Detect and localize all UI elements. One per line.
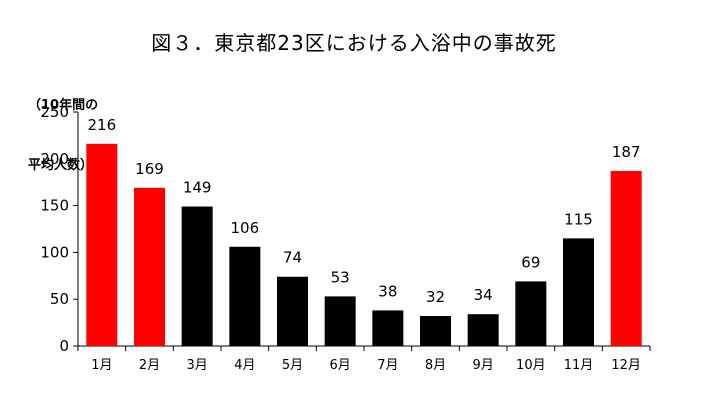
bar <box>181 206 213 346</box>
y-tick-label: 250 <box>40 103 69 121</box>
y-axis-label-line-1: （10年間の <box>28 98 99 113</box>
bar <box>515 281 547 346</box>
data-label: 187 <box>612 143 641 161</box>
x-tick-label: 5月 <box>282 358 303 373</box>
bar <box>610 170 642 346</box>
chart-title: 図３．東京都23区における入浴中の事故死 <box>151 31 557 55</box>
bar <box>372 310 404 346</box>
data-label: 216 <box>88 116 117 134</box>
x-tick-label: 2月 <box>139 358 160 373</box>
x-tick-label: 12月 <box>611 358 641 373</box>
y-tick-label: 0 <box>59 337 69 355</box>
bar <box>467 314 499 346</box>
y-tick-label: 50 <box>50 290 69 308</box>
bar <box>324 296 356 346</box>
x-tick-label: 8月 <box>425 358 446 373</box>
x-tick-label: 1月 <box>91 358 112 373</box>
x-tick-label: 6月 <box>330 358 351 373</box>
data-label: 38 <box>378 282 397 300</box>
data-label: 69 <box>521 253 540 271</box>
x-tick-label: 9月 <box>473 358 494 373</box>
data-label: 74 <box>283 249 302 267</box>
y-axis-label: （10年間の 平均人数） <box>28 56 98 196</box>
bar <box>563 238 594 346</box>
y-tick-label: 150 <box>40 197 69 215</box>
data-label: 53 <box>331 268 350 286</box>
y-tick-label: 100 <box>40 243 69 261</box>
data-label: 149 <box>183 179 212 197</box>
data-label: 115 <box>564 210 593 228</box>
x-tick-label: 4月 <box>234 358 255 373</box>
bar <box>277 276 308 346</box>
bar <box>86 143 118 346</box>
bar <box>134 187 165 346</box>
x-tick-label: 7月 <box>377 358 398 373</box>
y-axis-label-line-2: 平均人数） <box>28 158 94 173</box>
bar <box>420 316 451 346</box>
x-tick-label: 3月 <box>187 358 208 373</box>
x-tick-label: 10月 <box>516 358 546 373</box>
bar <box>229 246 261 346</box>
data-label: 106 <box>231 219 260 237</box>
data-label: 34 <box>474 286 493 304</box>
y-tick-label: 200 <box>40 150 69 168</box>
x-tick-label: 11月 <box>564 358 594 373</box>
data-label: 32 <box>426 288 445 306</box>
data-label: 169 <box>135 160 164 178</box>
